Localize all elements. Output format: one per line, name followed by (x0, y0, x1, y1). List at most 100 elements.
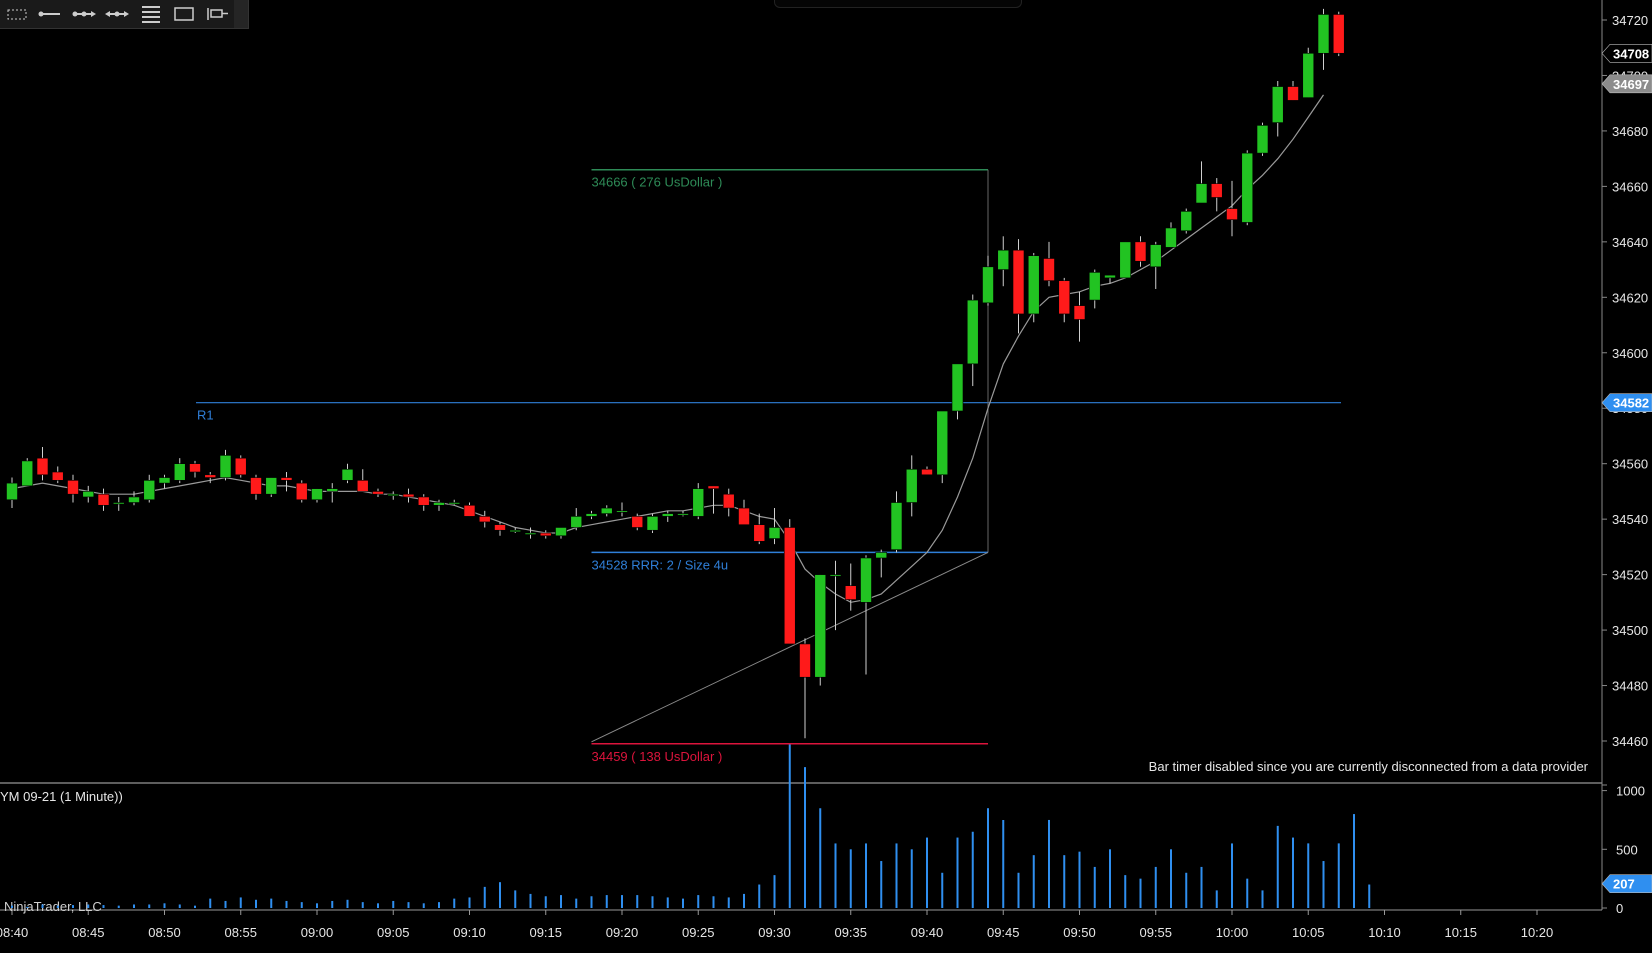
rectangle-select-button[interactable] (0, 0, 33, 28)
candle-body (36, 457, 49, 476)
candle (51, 466, 64, 484)
line-tool-button[interactable] (33, 0, 66, 28)
sma-price-tag-text: 34697 (1613, 77, 1649, 92)
candle (189, 460, 201, 478)
candle (921, 466, 933, 476)
ray-tool-icon (72, 11, 96, 17)
x-tick-label: 09:55 (1139, 925, 1172, 940)
axis-price-tags: 34708 34697 34582 207 (1601, 43, 1652, 893)
candle (829, 560, 842, 631)
volume-value-tag-shape (1601, 874, 1652, 893)
x-tick-label: 09:50 (1063, 925, 1096, 940)
candle-body (585, 513, 598, 517)
x-tick-label: 09:35 (834, 925, 867, 940)
candle-body (1027, 255, 1040, 315)
candle-body (707, 485, 720, 489)
level-price-tag: 34582 (1601, 393, 1652, 412)
candle-body (936, 410, 949, 476)
horizontal-lines-button[interactable] (134, 0, 167, 28)
candle (463, 502, 476, 517)
candle-body (494, 524, 506, 531)
candle (1134, 236, 1147, 267)
x-tick-label: 08:45 (72, 925, 105, 940)
candle (6, 477, 18, 509)
candle (1256, 122, 1269, 156)
candle (722, 488, 735, 517)
candle-body (555, 527, 567, 537)
drawing-toolbar (0, 0, 249, 29)
candle-body (158, 477, 171, 484)
candle-body (600, 507, 613, 514)
candle-body (1317, 14, 1330, 54)
volume-tick-label: 1000 (1616, 784, 1645, 799)
candle (311, 488, 323, 503)
candle-body (1088, 272, 1101, 301)
candle (860, 555, 872, 675)
candle-body (1104, 274, 1116, 279)
candle (1043, 241, 1055, 287)
candle (1119, 241, 1132, 279)
candle-body (1226, 208, 1238, 220)
level-price-tag-text: 34582 (1613, 396, 1649, 411)
candle (646, 513, 659, 534)
x-tick-label: 09:45 (987, 925, 1020, 940)
extended-line-icon (105, 11, 130, 17)
candle-body (677, 513, 689, 516)
candle-body (982, 266, 994, 304)
candle (67, 474, 79, 503)
candle (1241, 150, 1254, 226)
candle-body (1256, 125, 1269, 154)
candle (341, 463, 354, 484)
candle-body (1134, 241, 1147, 262)
current-price-tag-text: 34708 (1613, 46, 1649, 61)
x-tick-label: 10:15 (1444, 925, 1477, 940)
candle (158, 474, 171, 489)
target-label: 34666 ( 276 UsDollar ) (592, 175, 723, 190)
candle-body (829, 574, 842, 577)
y-tick-label: 34480 (1612, 679, 1648, 694)
candle-body (966, 299, 979, 365)
volume-value-tag-text: 207 (1613, 877, 1635, 892)
x-tick-label: 08:40 (0, 925, 28, 940)
candle (250, 474, 262, 500)
y-tick-label: 34680 (1612, 124, 1648, 139)
candle (616, 502, 628, 517)
x-tick-label: 09:10 (453, 925, 486, 940)
candle (204, 472, 217, 484)
candle-body (692, 488, 705, 517)
y-tick-label: 34640 (1612, 235, 1648, 250)
drawing-objects[interactable]: R1 34666 ( 276 UsDollar ) 34528 RRR: 2 / S… (196, 168, 1341, 764)
candle (1302, 47, 1315, 98)
candle-body (417, 496, 430, 506)
x-tick-label: 09:40 (911, 925, 944, 940)
candle-body (1058, 280, 1071, 315)
candle-body (280, 477, 293, 481)
toolbar-grip[interactable] (234, 0, 248, 28)
risk-reward-tool-button[interactable] (201, 0, 234, 28)
rectangle-tool-button[interactable] (167, 0, 200, 28)
candle (539, 530, 552, 539)
candle (1088, 269, 1101, 309)
y-tick-label: 34500 (1612, 623, 1648, 638)
candle-body (1149, 244, 1162, 268)
candle (982, 255, 994, 306)
candle (112, 496, 125, 511)
candle-body (661, 513, 674, 517)
ray-tool-button[interactable] (67, 0, 100, 28)
x-tick-label: 09:15 (529, 925, 562, 940)
candle (402, 488, 415, 503)
x-tick-label: 10:05 (1292, 925, 1325, 940)
candle-body (433, 502, 445, 506)
candle-body (616, 510, 628, 513)
y-tick-label: 34560 (1612, 457, 1648, 472)
top-collapse-handle[interactable] (774, 0, 1022, 8)
candle-body (539, 532, 552, 537)
candle (36, 447, 49, 481)
candle-body (814, 574, 827, 678)
candle (966, 294, 979, 387)
candle-body (51, 471, 64, 481)
candle (1027, 252, 1040, 323)
extended-line-button[interactable] (100, 0, 133, 28)
candle (387, 491, 400, 500)
